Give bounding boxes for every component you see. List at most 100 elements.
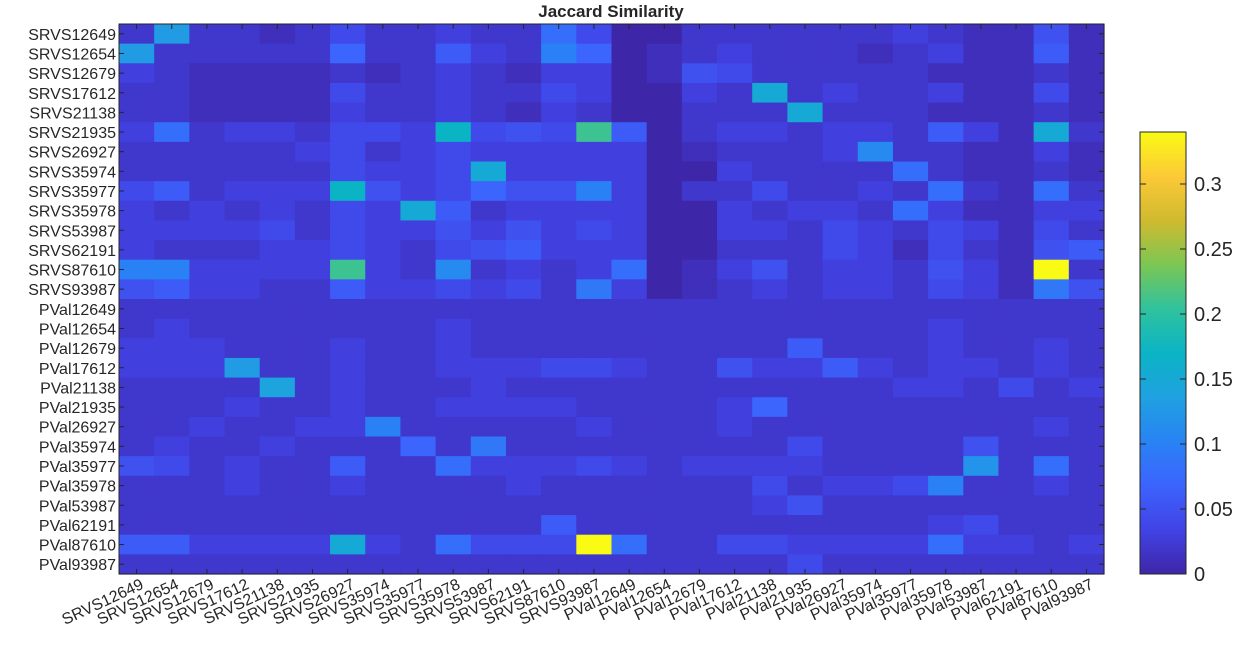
heatmap-cell <box>857 279 894 300</box>
heatmap-cell <box>470 357 507 379</box>
heatmap-cell <box>892 475 929 497</box>
heatmap-cell <box>224 397 261 418</box>
heatmap-cell <box>787 43 824 64</box>
heatmap-cell <box>435 141 472 163</box>
heatmap-cell <box>365 397 402 418</box>
heatmap-cell <box>224 200 261 222</box>
heatmap-cells <box>119 24 1105 575</box>
chart-title: Jaccard Similarity <box>538 2 684 21</box>
heatmap-cell <box>646 357 683 379</box>
heatmap-cell <box>822 456 859 477</box>
heatmap-cell <box>998 220 1035 241</box>
heatmap-cell <box>400 338 437 359</box>
heatmap-cell <box>365 200 402 222</box>
heatmap-cell <box>787 63 824 84</box>
heatmap-cell <box>541 554 577 575</box>
heatmap-cell <box>963 377 1000 398</box>
heatmap-cell <box>611 102 648 123</box>
heatmap-cell <box>963 220 1000 241</box>
heatmap-cell <box>1068 141 1105 163</box>
heatmap-cell <box>365 416 402 438</box>
colorbar: 0 0.05 0.1 0.15 0.2 0.25 0.3 <box>1139 131 1233 586</box>
heatmap-cell <box>294 200 331 222</box>
heatmap-cell <box>435 82 472 104</box>
heatmap-cell <box>998 397 1035 418</box>
heatmap-cell <box>822 259 859 280</box>
heatmap-cell <box>787 161 824 182</box>
heatmap-cell <box>892 495 929 516</box>
heatmap-cell <box>576 338 613 359</box>
heatmap-cell <box>787 475 824 497</box>
heatmap-cell <box>119 515 155 536</box>
heatmap-cell <box>294 279 331 300</box>
heatmap-cell <box>470 161 507 182</box>
heatmap-cell <box>224 24 261 45</box>
heatmap-cell <box>294 259 331 280</box>
heatmap-cell <box>717 43 753 64</box>
heatmap-cell <box>259 240 296 261</box>
heatmap-cell <box>541 240 577 261</box>
heatmap-cell <box>505 122 542 143</box>
heatmap-cell <box>963 279 1000 300</box>
heatmap-cell <box>752 24 788 45</box>
heatmap-cell <box>1068 554 1105 575</box>
heatmap-cell <box>435 377 472 398</box>
heatmap-cell <box>576 82 613 104</box>
heatmap-cell <box>189 220 226 241</box>
heatmap-cell <box>787 554 824 575</box>
heatmap-cell <box>541 82 577 104</box>
heatmap-cell <box>646 82 683 104</box>
heatmap-cell <box>787 279 824 300</box>
heatmap-cell <box>330 102 366 123</box>
heatmap-cell <box>928 534 964 555</box>
heatmap-cell <box>892 240 929 261</box>
y-tick-label: PVal17612 <box>39 361 116 378</box>
heatmap-cell <box>787 259 824 280</box>
heatmap-cell <box>681 63 718 84</box>
heatmap-cell <box>294 475 331 497</box>
heatmap-cell <box>154 200 190 222</box>
heatmap-cell <box>787 82 824 104</box>
heatmap-cell <box>365 279 402 300</box>
heatmap-cell <box>787 357 824 379</box>
heatmap-cell <box>576 495 613 516</box>
heatmap-cell <box>505 357 542 379</box>
heatmap-cell <box>752 82 788 104</box>
heatmap-cell <box>752 200 788 222</box>
heatmap-cell <box>892 200 929 222</box>
heatmap-cell <box>541 338 577 359</box>
heatmap-cell <box>330 220 366 241</box>
heatmap-cell <box>505 377 542 398</box>
heatmap-cell <box>154 554 190 575</box>
heatmap-cell <box>154 416 190 438</box>
heatmap-cell <box>752 161 788 182</box>
heatmap-cell <box>330 181 366 202</box>
heatmap-cell <box>294 534 331 555</box>
heatmap-cell <box>505 338 542 359</box>
heatmap-cell <box>224 122 261 143</box>
heatmap-cell <box>189 357 226 379</box>
heatmap-cell <box>998 102 1035 123</box>
heatmap-cell <box>857 495 894 516</box>
heatmap-cell <box>1068 24 1105 45</box>
heatmap-cell <box>1068 357 1105 379</box>
heatmap-cell <box>470 299 507 320</box>
colorbar-tick-label: 0.05 <box>1194 499 1233 521</box>
heatmap-cell <box>330 63 366 84</box>
heatmap-cell <box>752 416 788 438</box>
heatmap-cell <box>576 318 613 339</box>
heatmap-cell <box>1033 416 1070 438</box>
heatmap-cell <box>928 102 964 123</box>
heatmap-cell <box>154 495 190 516</box>
heatmap-cell <box>822 24 859 45</box>
heatmap-cell <box>892 338 929 359</box>
heatmap-cell <box>330 200 366 222</box>
heatmap-cell <box>928 43 964 64</box>
heatmap-cell <box>400 357 437 379</box>
heatmap-cell <box>752 122 788 143</box>
heatmap-cell <box>787 495 824 516</box>
heatmap-cell <box>435 63 472 84</box>
y-tick-label: PVal87610 <box>39 538 116 555</box>
heatmap-cell <box>928 475 964 497</box>
heatmap-cell <box>365 82 402 104</box>
